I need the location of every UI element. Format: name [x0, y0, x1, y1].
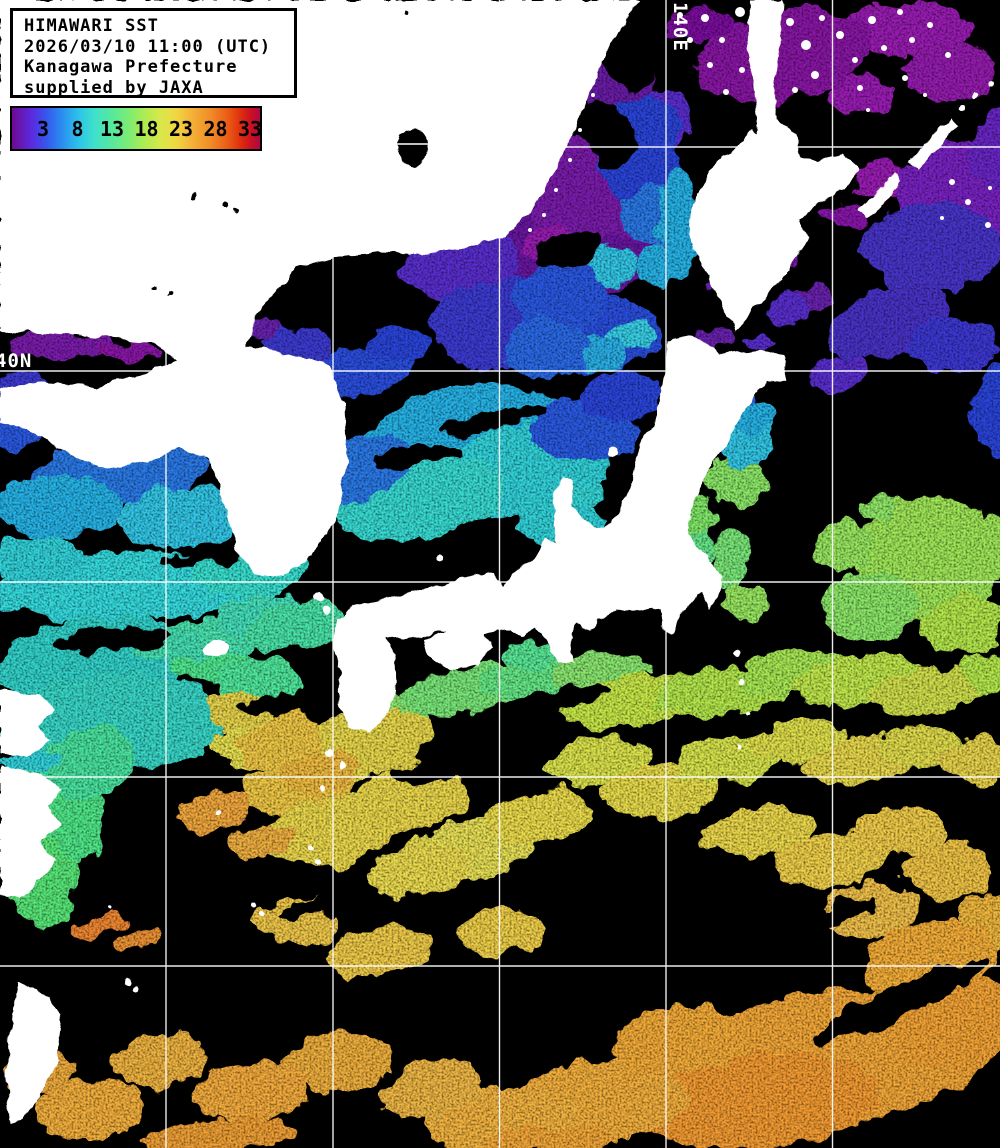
colorbar-tick: 13: [99, 116, 125, 141]
colorbar-tick: 28: [203, 116, 228, 141]
inland-lake: [398, 128, 428, 166]
land-china-coast-1: [0, 690, 55, 758]
land-hokkaido: [688, 120, 860, 331]
colorbar-tick: 23: [168, 116, 194, 141]
land-kunashiri: [858, 172, 902, 220]
colorbar-tick: 8: [71, 116, 84, 141]
land-kyushu: [332, 615, 396, 732]
colorbar-tick: 18: [134, 116, 159, 141]
colorbar-tick: 33: [237, 116, 263, 141]
land-china-coast-2: [0, 765, 62, 900]
info-box: HIMAWARI SST 2026/03/10 11:00 (UTC) Kana…: [10, 8, 297, 98]
land-shikoku: [424, 630, 492, 670]
provider: Kanagawa Prefecture: [24, 57, 238, 77]
latitude-label: 40N: [0, 350, 33, 372]
land-jeju: [202, 641, 230, 657]
timestamp: 2026/03/10 11:00 (UTC): [24, 36, 272, 57]
cloud-patches: [55, 18, 987, 1043]
credit: supplied by JAXA: [24, 77, 204, 98]
land-honshu: [341, 336, 787, 664]
longitude-label: 140E: [669, 2, 691, 52]
temperature-colorbar: 3 8 13 18 23 28 33: [10, 106, 262, 151]
land-iturup: [908, 118, 957, 172]
colorbar-tick: 3: [36, 116, 50, 141]
land-taiwan: [6, 982, 62, 1125]
sea-ice-specks: [528, 7, 992, 232]
product-title: HIMAWARI SST: [24, 16, 159, 36]
